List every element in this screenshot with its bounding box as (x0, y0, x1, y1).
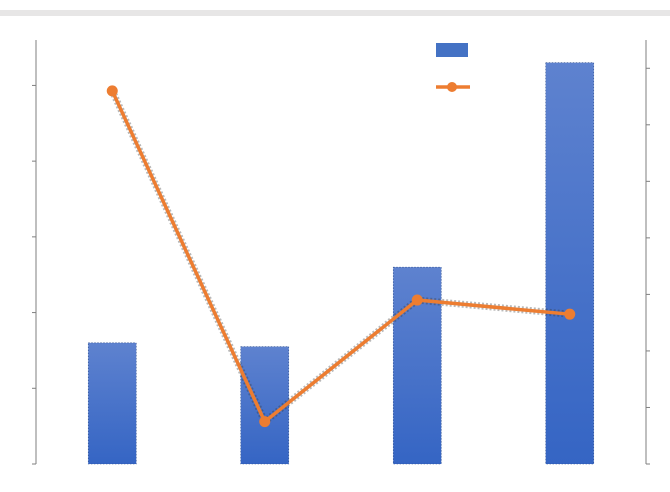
line-point (259, 416, 271, 428)
line-point (411, 294, 423, 306)
legend-line-marker (447, 82, 457, 92)
legend-bar-swatch (436, 43, 468, 57)
line-point (564, 308, 576, 320)
legend (436, 43, 470, 92)
line-path (110, 90, 570, 424)
bar (87, 342, 137, 465)
bar (545, 62, 595, 465)
bar (240, 346, 290, 465)
bar-series (87, 62, 595, 465)
top-band (0, 10, 670, 16)
line-series (106, 85, 576, 428)
line-point (106, 85, 118, 97)
line-shadow (109, 89, 571, 426)
axes (32, 40, 650, 465)
